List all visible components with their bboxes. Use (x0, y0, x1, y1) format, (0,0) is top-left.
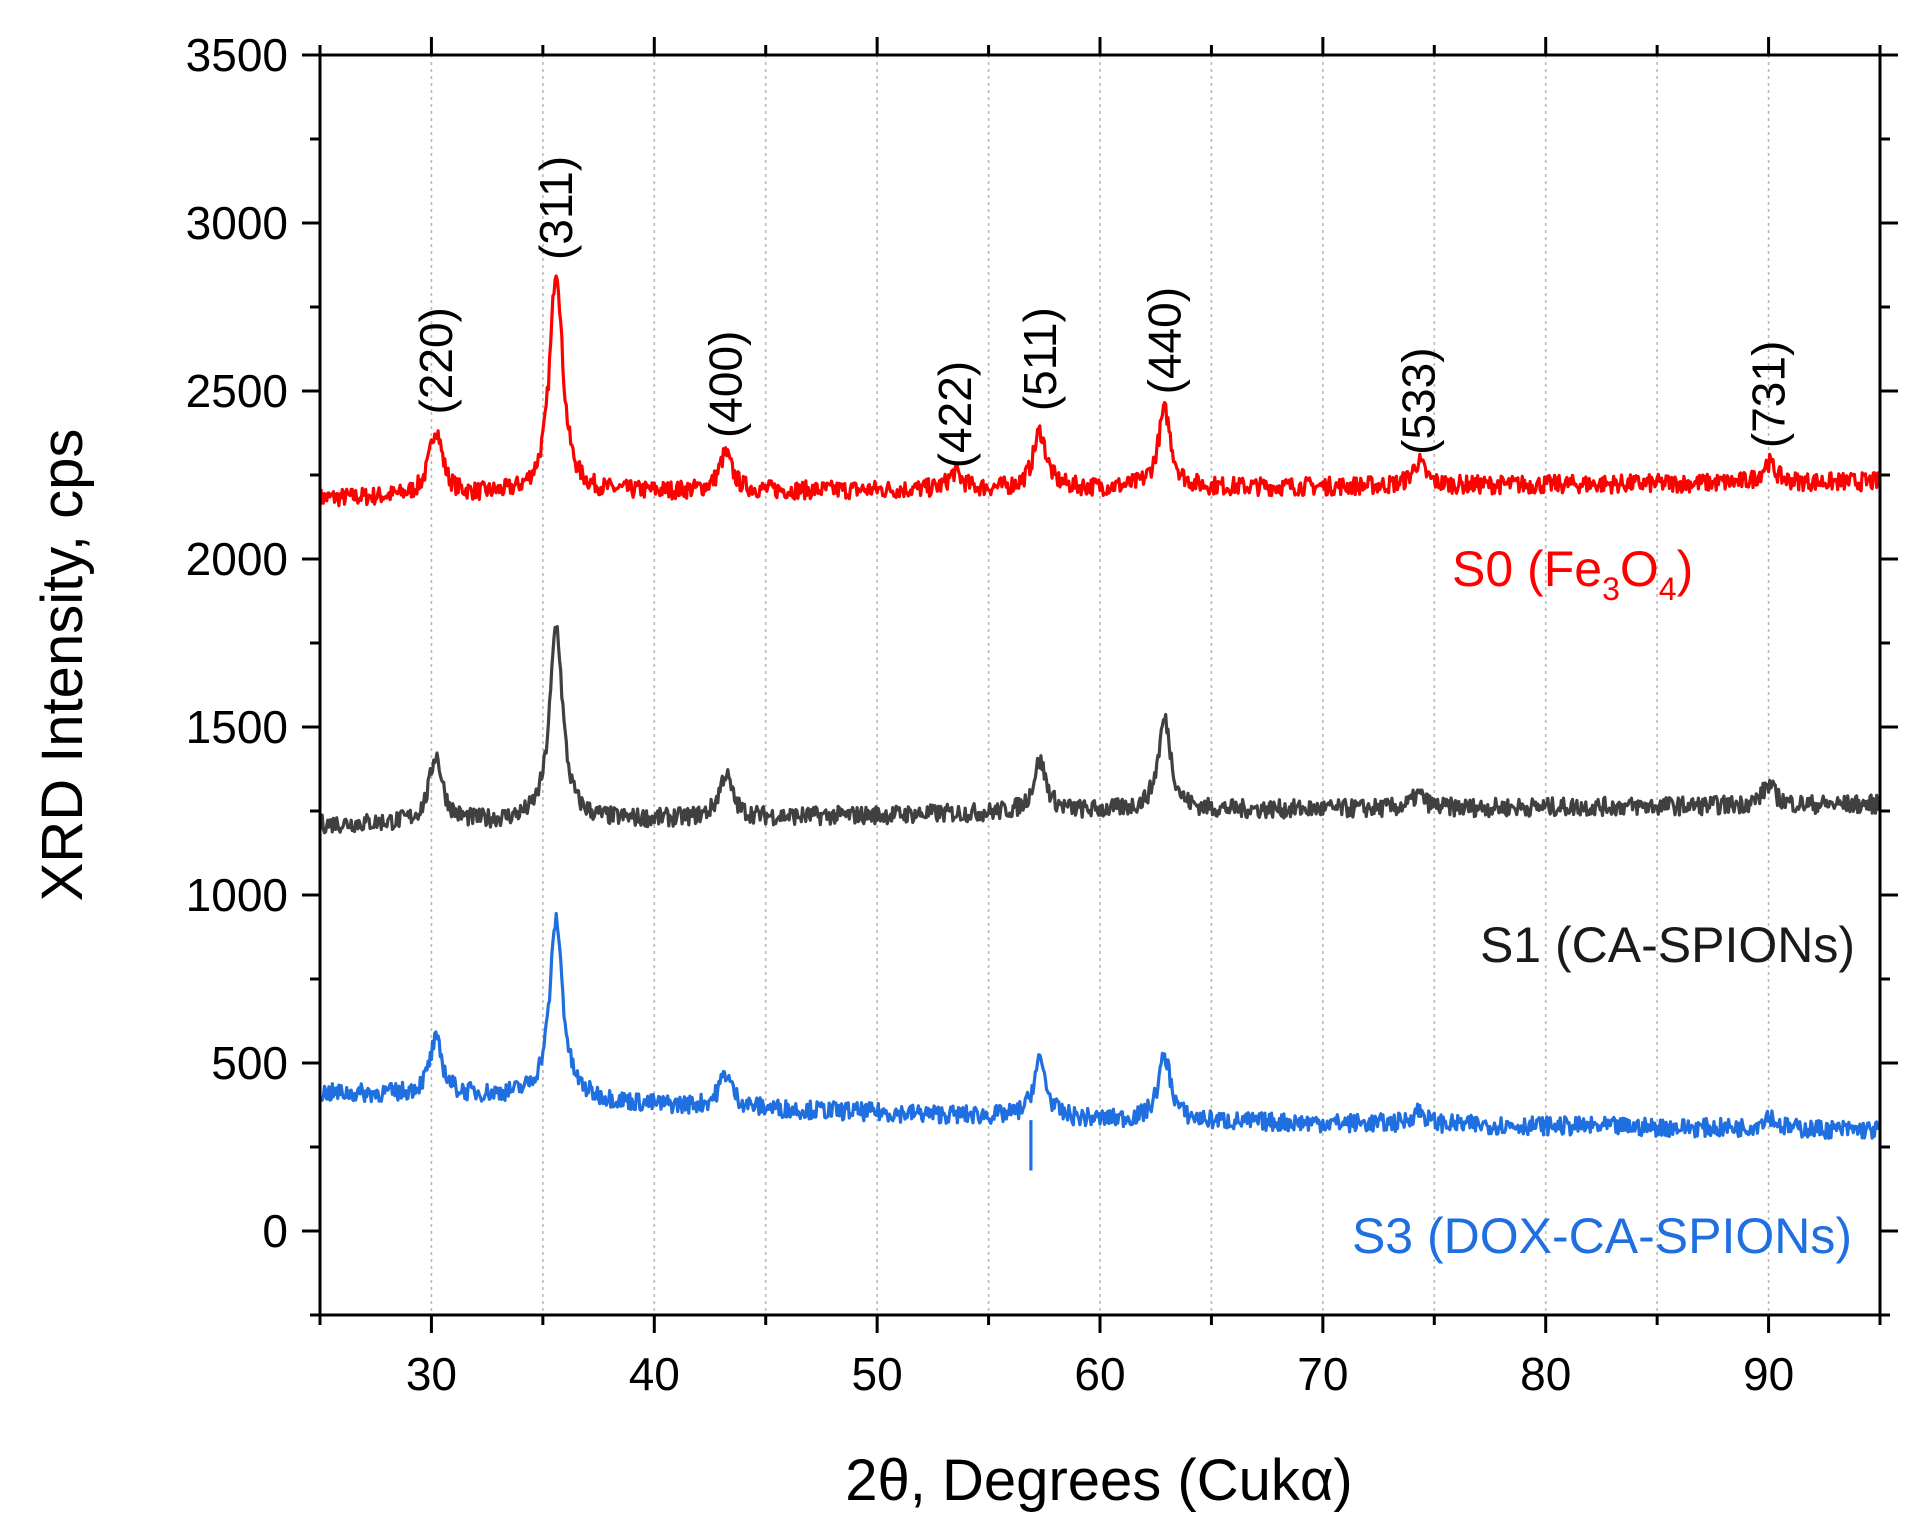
series-label-s1: S1 (CA-SPIONs) (1480, 917, 1855, 973)
series-label-part: S0 (Fe (1452, 541, 1602, 597)
series-line (318, 274, 1881, 508)
peak-label: (440) (1139, 287, 1191, 394)
peak-label: (220) (410, 307, 462, 414)
x-tick-label: 80 (1520, 1348, 1571, 1400)
series-line (318, 625, 1882, 835)
y-tick-label: 3000 (186, 197, 288, 249)
series-labels: S0 (Fe3O4) S1 (CA-SPIONs) S3 (DOX-CA-SPION… (1352, 541, 1855, 1264)
x-tick-label: 30 (406, 1348, 457, 1400)
y-tick-label: 3500 (186, 29, 288, 81)
y-axis-title: XRD Intensity, cps (30, 429, 95, 902)
y-tick-label: 0 (262, 1205, 288, 1257)
series-label-s3: S3 (DOX-CA-SPIONs) (1352, 1208, 1852, 1264)
peak-label: (422) (929, 361, 981, 468)
y-tick-label: 2500 (186, 365, 288, 417)
peak-label: (533) (1393, 347, 1445, 454)
y-tick-label: 500 (211, 1037, 288, 1089)
y-tick-label: 1500 (186, 701, 288, 753)
gridlines (430, 55, 1770, 1315)
peak-label: (400) (700, 331, 752, 438)
peak-label: (731) (1743, 341, 1795, 448)
series-lines (318, 274, 1882, 1171)
x-tick-label: 50 (852, 1348, 903, 1400)
series-label-part: O (1620, 541, 1659, 597)
series-label-s0: S0 (Fe3O4) (1452, 541, 1693, 607)
y-tick-label: 2000 (186, 533, 288, 585)
x-tick-label: 70 (1297, 1348, 1348, 1400)
series-label-part: 3 (1602, 571, 1620, 607)
x-tick-label: 60 (1074, 1348, 1125, 1400)
y-tick-label: 1000 (186, 869, 288, 921)
series-label-part: ) (1677, 541, 1694, 597)
x-tick-label: 40 (629, 1348, 680, 1400)
ticks: 30 40 50 60 70 80 90 0 500 1000 1500 2000 2500 3000 35… (186, 29, 1898, 1400)
series-label-part: 4 (1659, 571, 1677, 607)
peak-label: (311) (530, 156, 582, 260)
series-line (318, 911, 1882, 1140)
x-axis-title: 2θ, Degrees (Cukα) (845, 1448, 1352, 1513)
peak-label: (511) (1014, 307, 1066, 411)
peak-labels: (220) (311) (400) (422) (511) (440) (533) (731) (410, 156, 1795, 468)
x-tick-label: 90 (1743, 1348, 1794, 1400)
